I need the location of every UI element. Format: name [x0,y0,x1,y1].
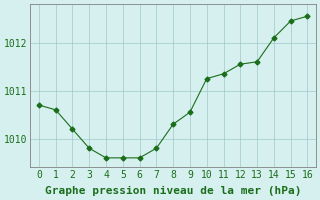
X-axis label: Graphe pression niveau de la mer (hPa): Graphe pression niveau de la mer (hPa) [45,186,301,196]
